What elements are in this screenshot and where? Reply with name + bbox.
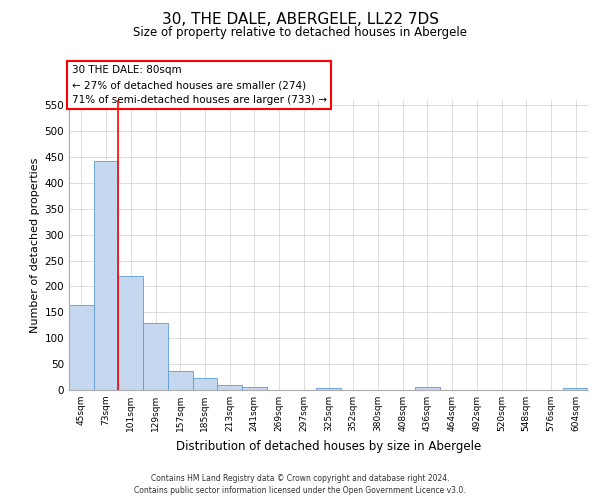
Text: 30, THE DALE, ABERGELE, LL22 7DS: 30, THE DALE, ABERGELE, LL22 7DS — [161, 12, 439, 28]
Bar — [143, 323, 168, 390]
Bar — [118, 276, 143, 390]
Bar — [563, 388, 588, 390]
Bar — [415, 388, 440, 390]
X-axis label: Distribution of detached houses by size in Abergele: Distribution of detached houses by size … — [176, 440, 481, 452]
Bar — [316, 388, 341, 390]
Y-axis label: Number of detached properties: Number of detached properties — [30, 158, 40, 332]
Text: Contains HM Land Registry data © Crown copyright and database right 2024.
Contai: Contains HM Land Registry data © Crown c… — [134, 474, 466, 495]
Bar — [242, 388, 267, 390]
Bar — [217, 385, 242, 390]
Bar — [94, 160, 118, 390]
Bar — [193, 378, 217, 390]
Text: Size of property relative to detached houses in Abergele: Size of property relative to detached ho… — [133, 26, 467, 39]
Text: 30 THE DALE: 80sqm
← 27% of detached houses are smaller (274)
71% of semi-detach: 30 THE DALE: 80sqm ← 27% of detached hou… — [71, 65, 327, 105]
Bar — [168, 372, 193, 390]
Bar — [69, 304, 94, 390]
